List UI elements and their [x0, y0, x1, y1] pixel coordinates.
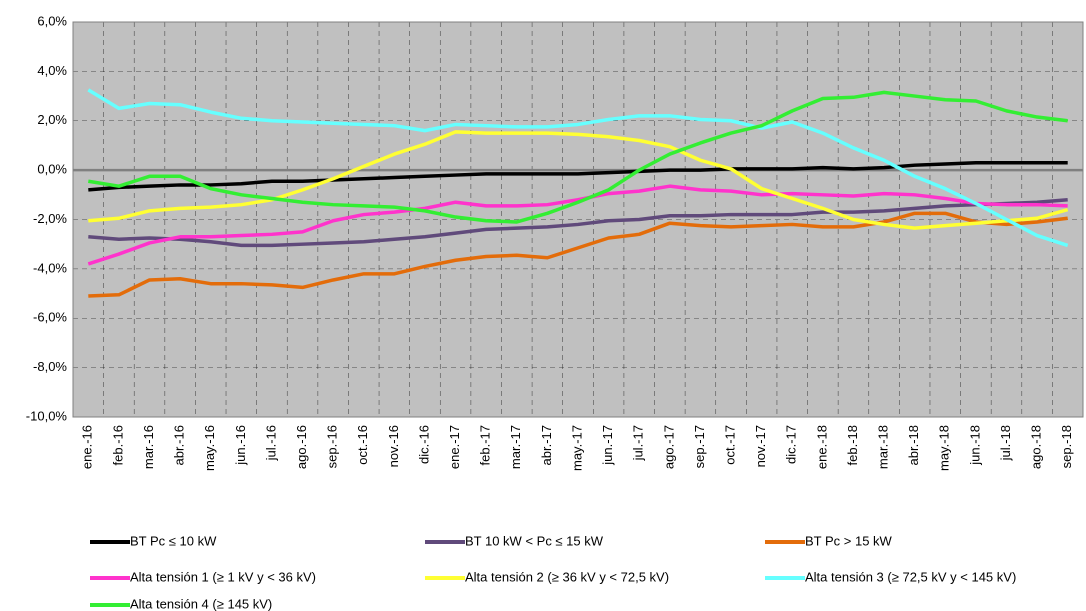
x-tick-label: sep.-16 — [325, 425, 340, 468]
x-tick-label: feb.-18 — [845, 425, 860, 465]
x-tick-label: abr.-18 — [906, 425, 921, 465]
x-tick-label: sep.-17 — [692, 425, 707, 468]
x-tick-label: nov.-17 — [753, 425, 768, 467]
x-tick-label: may.-16 — [202, 425, 217, 471]
series-line — [88, 198, 1068, 248]
y-tick-label: 4,0% — [37, 63, 67, 78]
series-line — [88, 211, 1068, 298]
x-tick-label: mar.-18 — [875, 425, 890, 469]
plot-border — [72, 21, 1084, 418]
x-tick-label: dic.-17 — [784, 425, 799, 464]
y-tick-label: -8,0% — [33, 359, 67, 374]
y-tick-label: 0,0% — [37, 162, 67, 177]
y-tick-label: -10,0% — [26, 408, 68, 423]
x-tick-label: feb.-17 — [478, 425, 493, 465]
x-tick-label: ago.-18 — [1029, 425, 1044, 469]
legend-label: BT Pc ≤ 10 kW — [130, 533, 217, 548]
x-tick-label: ene.-17 — [447, 425, 462, 469]
y-tick-label: -6,0% — [33, 310, 67, 325]
legend-label: BT 10 kW < Pc ≤ 15 kW — [465, 533, 604, 548]
series-line — [88, 90, 1068, 224]
x-tick-label: abr.-16 — [172, 425, 187, 465]
y-tick-label: 6,0% — [37, 13, 67, 28]
x-tick-label: jul.-17 — [631, 425, 646, 461]
series-line — [87, 88, 1069, 248]
x-tick-label: jun.-17 — [600, 425, 615, 466]
series-line — [87, 184, 1068, 266]
x-tick-label: may.-17 — [569, 425, 584, 471]
x-tick-label: abr.-17 — [539, 425, 554, 465]
x-tick-label: ago.-16 — [294, 425, 309, 469]
y-tick-label: -2,0% — [33, 211, 67, 226]
x-tick-label: mar.-16 — [141, 425, 156, 469]
y-tick-label: 2,0% — [37, 112, 67, 127]
x-tick-label: may.-18 — [937, 425, 952, 471]
series-line — [88, 160, 1068, 192]
legend-label: Alta tensión 2 (≥ 36 kV y < 72,5 kV) — [465, 569, 669, 584]
x-tick-label: ene.-18 — [814, 425, 829, 469]
x-tick-label: dic.-16 — [416, 425, 431, 464]
x-tick-label: sep.-18 — [1059, 425, 1074, 468]
x-tick-label: nov.-16 — [386, 425, 401, 467]
x-tick-label: jun.-16 — [233, 425, 248, 466]
x-tick-label: jul.-18 — [998, 425, 1013, 461]
legend-label: Alta tensión 4 (≥ 145 kV) — [130, 596, 272, 611]
x-tick-label: feb.-16 — [110, 425, 125, 465]
x-tick-label: mar.-17 — [508, 425, 523, 469]
x-tick-label: ene.-16 — [80, 425, 95, 469]
x-tick-label: ago.-17 — [661, 425, 676, 469]
legend-label: BT Pc > 15 kW — [805, 533, 893, 548]
legend-label: Alta tensión 3 (≥ 72,5 kV y < 145 kV) — [805, 569, 1016, 584]
x-tick-label: jun.-18 — [967, 425, 982, 466]
legend-label: Alta tensión 1 (≥ 1 kV y < 36 kV) — [130, 569, 316, 584]
x-tick-label: jul.-16 — [263, 425, 278, 461]
y-tick-label: -4,0% — [33, 260, 67, 275]
x-tick-label: oct.-16 — [355, 425, 370, 465]
series-line — [88, 130, 1069, 230]
x-tick-label: oct.-17 — [722, 425, 737, 465]
